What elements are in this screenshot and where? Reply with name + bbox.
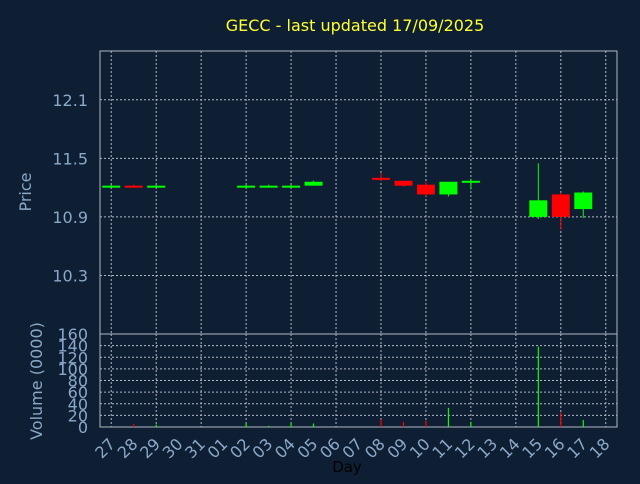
volume-y-tick-label: 80 <box>68 372 88 391</box>
x-axis-label: Day <box>332 458 362 476</box>
candle-15 <box>529 163 548 219</box>
price-y-tick-label: 12.1 <box>52 91 88 110</box>
volume-bar-02 <box>245 423 247 427</box>
candle-08 <box>371 172 390 181</box>
candle-body <box>304 181 323 186</box>
candle-04 <box>282 184 301 188</box>
volume-bar-08 <box>380 419 382 427</box>
price-axis-label: Price <box>16 172 35 211</box>
candle-11 <box>439 181 458 197</box>
volume-bar-17 <box>582 420 584 427</box>
candle-10 <box>416 181 435 197</box>
candle-09 <box>394 180 413 187</box>
candle-body <box>282 185 301 188</box>
candle-16 <box>551 192 570 230</box>
candle-body <box>371 177 390 180</box>
candle-body <box>461 180 480 183</box>
volume-y-tick-label: 140 <box>57 337 88 356</box>
volume-y-tick-label: 0 <box>78 418 88 437</box>
candle-body <box>551 194 570 217</box>
volume-bar-12 <box>470 421 472 427</box>
volume-bar-04 <box>290 422 292 427</box>
candle-body <box>416 184 435 195</box>
candle-28 <box>124 184 143 188</box>
volume-bar-05 <box>312 423 315 427</box>
candle-03 <box>259 184 278 188</box>
candle-body <box>529 200 548 217</box>
volume-y-tick-label: 20 <box>68 406 88 425</box>
candle-body <box>124 185 143 188</box>
candle-body <box>147 185 166 188</box>
volume-bar-10 <box>425 420 427 427</box>
candle-29 <box>147 184 166 188</box>
price-y-tick-labels: 10.3 10.9 11.5 12.1 <box>52 91 88 286</box>
candle-body <box>439 181 458 195</box>
volume-bar-16 <box>560 412 562 427</box>
price-y-tick-label: 10.3 <box>52 266 88 285</box>
price-panel-frame <box>99 50 618 335</box>
volume-y-tick-label: 120 <box>57 348 88 367</box>
volume-bar-11 <box>447 407 450 427</box>
candle-body <box>237 185 256 188</box>
volume-bar-29 <box>155 424 157 427</box>
volume-axis-label: Volume (0000) <box>27 322 46 440</box>
volume-bar-27 <box>110 426 112 427</box>
price-y-tick-label: 11.5 <box>52 149 88 168</box>
price-y-tick-label: 10.9 <box>52 208 88 227</box>
candle-body <box>574 192 593 210</box>
volume-bar-03 <box>267 425 270 427</box>
volume-y-tick-label: 60 <box>68 383 88 402</box>
candle-body <box>102 185 121 188</box>
volume-y-tick-label: 160 <box>57 325 88 344</box>
volume-bar-28 <box>133 424 135 427</box>
candle-12 <box>461 178 480 190</box>
candlestick-series <box>102 163 593 230</box>
volume-series <box>110 346 584 427</box>
volume-bar-15 <box>537 346 539 427</box>
candle-17 <box>574 191 593 218</box>
volume-y-tick-label: 40 <box>68 395 88 414</box>
volume-y-tick-label: 100 <box>57 360 88 379</box>
candle-body <box>259 185 278 188</box>
chart-title: GECC - last updated 17/09/2025 <box>226 16 485 35</box>
x-tick-label: 18 <box>586 434 614 462</box>
price-grid <box>99 50 618 335</box>
volume-grid <box>99 333 618 428</box>
volume-bar-09 <box>402 421 405 427</box>
candle-body <box>394 180 413 186</box>
candle-05 <box>304 180 323 186</box>
candle-02 <box>237 184 256 189</box>
candle-27 <box>102 184 121 188</box>
